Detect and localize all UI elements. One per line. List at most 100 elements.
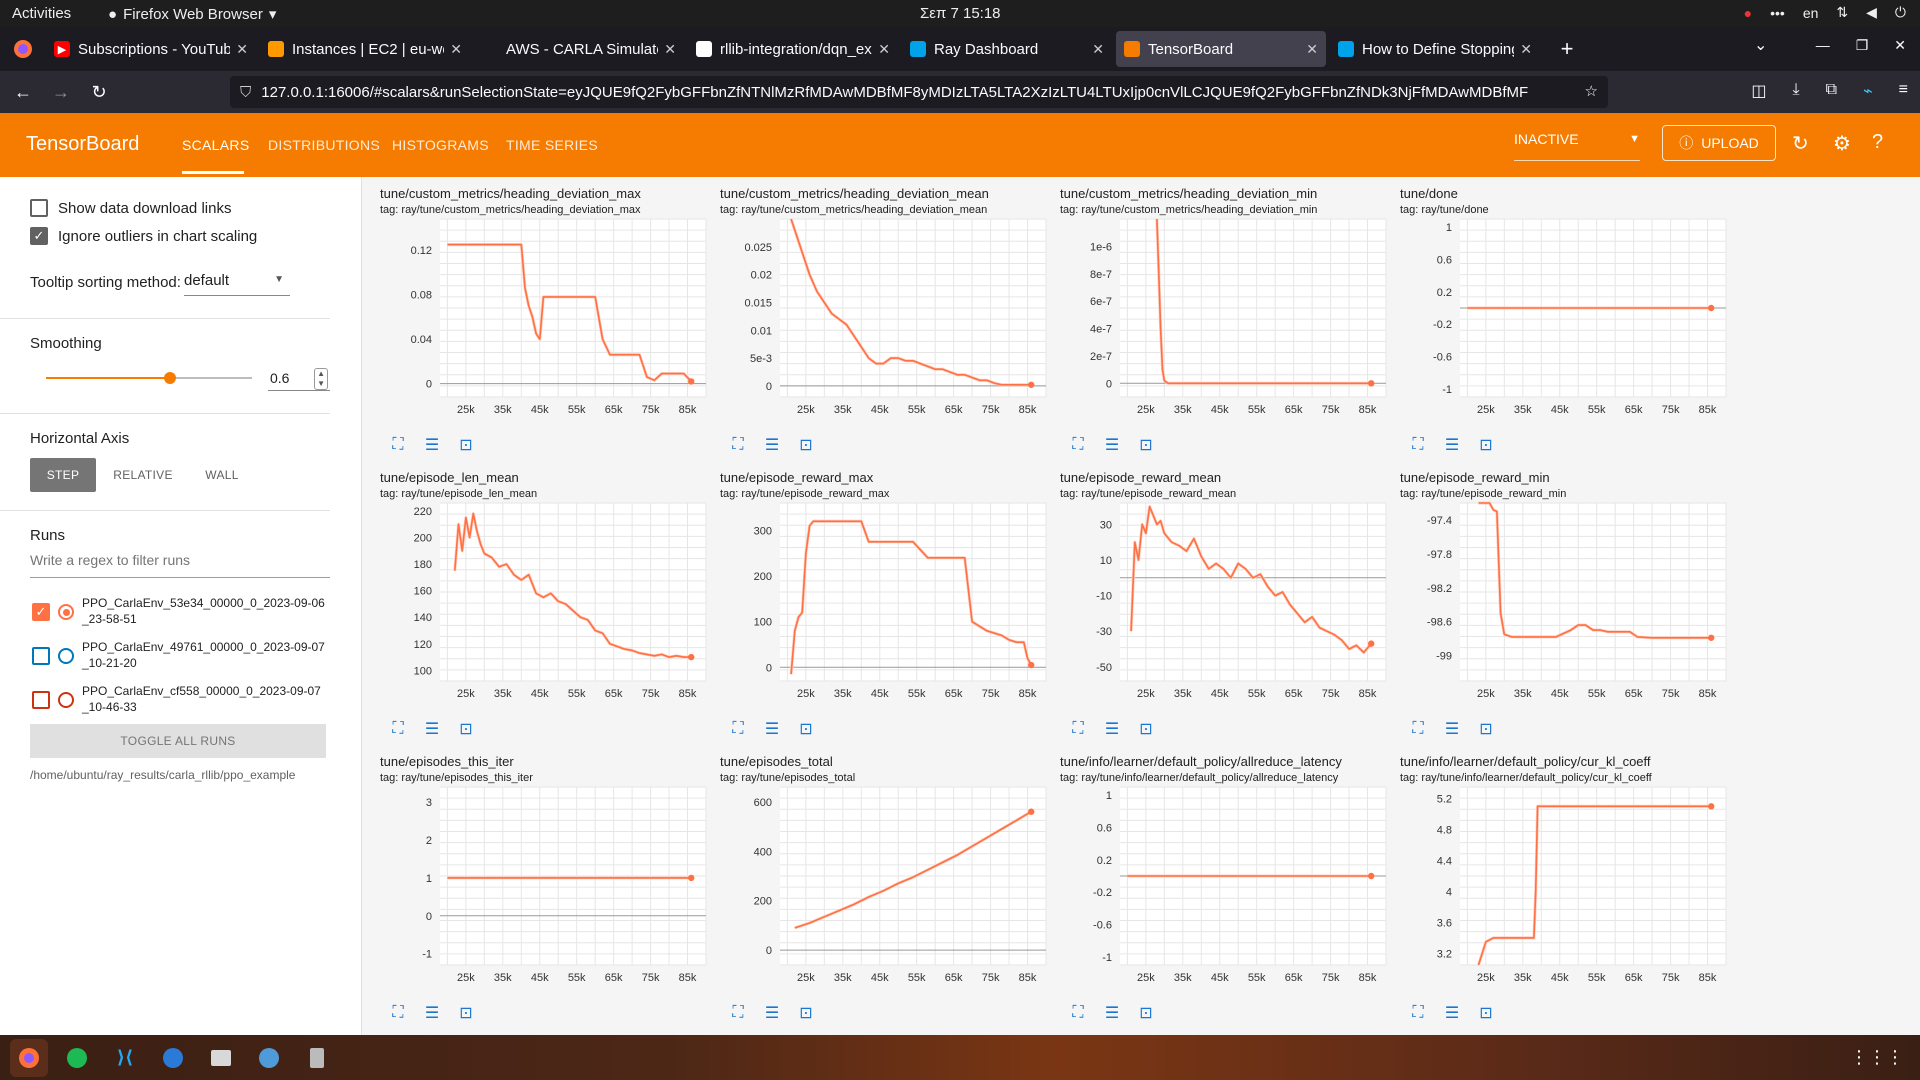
- chart-plot[interactable]: 300 200 100 0 25k 35k 45k 55k 65k 75k 85k: [720, 501, 1052, 715]
- chart-plot[interactable]: 600 400 200 0 25k 35k 45k 55k 65k 75k 85k: [720, 785, 1052, 999]
- maximize-icon[interactable]: ❐: [1855, 37, 1869, 53]
- spinner-icon[interactable]: ▲ ▼: [314, 368, 328, 390]
- chart-plot[interactable]: -97.4 -97.8 -98.2 -98.6 -99 25k 35k 45k 55k 65k 75…: [1400, 501, 1732, 715]
- vscode-dock-icon[interactable]: ⟩⟨: [116, 1047, 134, 1067]
- tab-close-icon[interactable]: ✕: [1092, 40, 1104, 57]
- haxis-relative-button[interactable]: RELATIVE: [113, 468, 173, 482]
- chart-plot[interactable]: 1 0.6 0.2 -0.2 -0.6 -1 25k 35k 45k 55k 65k 75k 85k: [1400, 217, 1732, 431]
- refresh-icon[interactable]: ↻: [1792, 133, 1809, 155]
- browser-tab[interactable]: TensorBoard ✕: [1116, 31, 1326, 67]
- run-filter-input[interactable]: Write a regex to filter runs: [30, 552, 330, 578]
- tab-histograms[interactable]: HISTOGRAMS: [392, 137, 489, 153]
- toggle-all-runs-button[interactable]: TOGGLE ALL RUNS: [30, 724, 326, 758]
- tab-scalars[interactable]: SCALARS: [182, 137, 250, 153]
- show-download-links-option[interactable]: Show data download links: [30, 199, 231, 217]
- fit-domain-icon[interactable]: ⊡: [459, 437, 473, 454]
- data-table-icon[interactable]: ☰: [1104, 1005, 1120, 1022]
- tab-close-icon[interactable]: ✕: [1306, 40, 1318, 57]
- firefox-logo-icon[interactable]: [0, 39, 46, 59]
- fullscreen-icon[interactable]: ⛶: [732, 720, 744, 737]
- fit-domain-icon[interactable]: ⊡: [799, 437, 813, 454]
- fullscreen-icon[interactable]: ⛶: [392, 720, 404, 737]
- chart-plot[interactable]: 1e-6 8e-7 6e-7 4e-7 2e-7 0 25k 35k 45k 55k 65k 75k 8…: [1060, 217, 1392, 431]
- fullscreen-icon[interactable]: ⛶: [1072, 720, 1084, 737]
- fit-domain-icon[interactable]: ⊡: [1479, 721, 1493, 738]
- fullscreen-icon[interactable]: ⛶: [1072, 1004, 1084, 1021]
- browser-tab[interactable]: ▶ Subscriptions - YouTube ✕: [46, 31, 256, 67]
- run-status-select[interactable]: INACTIVE ▼: [1514, 131, 1640, 161]
- extensions-icon[interactable]: ⧉: [1825, 81, 1838, 98]
- data-table-icon[interactable]: ☰: [424, 1005, 440, 1022]
- new-tab-button[interactable]: +: [1560, 36, 1574, 61]
- url-bar[interactable]: ⛉ 127.0.0.1:16006/#scalars&runSelectionS…: [230, 76, 1608, 108]
- browser-tab[interactable]: Instances | EC2 | eu-west ✕: [260, 31, 470, 67]
- haxis-step-button[interactable]: STEP: [30, 458, 96, 492]
- software-dock-icon[interactable]: [250, 1039, 288, 1077]
- fit-domain-icon[interactable]: ⊡: [799, 1005, 813, 1022]
- run-item[interactable]: PPO_CarlaEnv_cf558_00000_0_2023-09-07_10…: [32, 683, 326, 715]
- tab-close-icon[interactable]: ✕: [1520, 40, 1532, 57]
- show-download-links-checkbox[interactable]: [30, 199, 48, 217]
- tab-distributions[interactable]: DISTRIBUTIONS: [268, 137, 381, 153]
- smoothing-slider-thumb[interactable]: [163, 372, 176, 384]
- app-menu[interactable]: ● Firefox Web Browser ▾: [108, 5, 276, 24]
- chart-plot[interactable]: 3 2 1 0 -1 25k 35k 45k 55k 65k 75k 85k: [380, 785, 712, 999]
- fullscreen-icon[interactable]: ⛶: [392, 436, 404, 453]
- tooltip-sorting-select[interactable]: default ▼: [184, 272, 290, 296]
- bookmark-star-icon[interactable]: ☆: [1584, 83, 1598, 100]
- thunderbird-dock-icon[interactable]: [154, 1039, 192, 1077]
- close-window-icon[interactable]: ✕: [1894, 37, 1906, 53]
- haxis-wall-button[interactable]: WALL: [205, 468, 239, 482]
- fullscreen-icon[interactable]: ⛶: [1412, 1004, 1424, 1021]
- fullscreen-icon[interactable]: ⛶: [392, 1004, 404, 1021]
- data-table-icon[interactable]: ☰: [764, 1005, 780, 1022]
- chart-plot[interactable]: 30 10 -10 -30 -50 25k 35k 45k 55k 65k 75k 85k: [1060, 501, 1392, 715]
- data-table-icon[interactable]: ☰: [1104, 721, 1120, 738]
- fit-domain-icon[interactable]: ⊡: [1139, 437, 1153, 454]
- fullscreen-icon[interactable]: ⛶: [1412, 436, 1424, 453]
- tab-close-icon[interactable]: ✕: [236, 40, 248, 57]
- browser-tab[interactable]: How to Define Stopping C ✕: [1330, 31, 1540, 67]
- run-item[interactable]: ✓ PPO_CarlaEnv_53e34_00000_0_2023-09-06_2…: [32, 595, 326, 627]
- fit-domain-icon[interactable]: ⊡: [799, 721, 813, 738]
- pocket-icon[interactable]: ◫: [1751, 83, 1767, 100]
- data-table-icon[interactable]: ☰: [764, 437, 780, 454]
- reload-icon[interactable]: ↻: [91, 81, 107, 102]
- fit-domain-icon[interactable]: ⊡: [459, 721, 473, 738]
- chart-plot[interactable]: 0.025 0.02 0.015 0.01 5e-3 0 25k 35k 45k 55k 65k 75…: [720, 217, 1052, 431]
- menu-icon[interactable]: ≡: [1898, 81, 1908, 98]
- tab-close-icon[interactable]: ✕: [664, 40, 676, 57]
- chart-plot[interactable]: 1 0.6 0.2 -0.2 -0.6 -1 25k 35k 45k 55k 65k 75k 85k: [1060, 785, 1392, 999]
- fit-domain-icon[interactable]: ⊡: [1139, 721, 1153, 738]
- back-icon[interactable]: ←: [14, 81, 32, 102]
- clock[interactable]: Σεπ 7 15:18: [920, 5, 1001, 22]
- chart-plot[interactable]: 5.2 4.8 4.4 4 3.6 3.2 25k 35k 45k 55k 65k 75k 85k: [1400, 785, 1732, 999]
- data-table-icon[interactable]: ☰: [764, 721, 780, 738]
- run-color-radio[interactable]: [58, 604, 74, 620]
- forward-icon[interactable]: →: [52, 81, 70, 102]
- run-checkbox[interactable]: [32, 691, 50, 709]
- spotify-dock-icon[interactable]: [58, 1039, 96, 1077]
- run-item[interactable]: PPO_CarlaEnv_49761_00000_0_2023-09-07_10…: [32, 639, 326, 671]
- chart-plot[interactable]: 220 200 180 160 140 120 100 25k 35k 45k 55k 65k 75k 8…: [380, 501, 712, 715]
- downloads-icon[interactable]: ⤓: [1792, 81, 1800, 98]
- browser-tab[interactable]: Ray Dashboard ✕: [902, 31, 1112, 67]
- fullscreen-icon[interactable]: ⛶: [732, 436, 744, 453]
- fullscreen-icon[interactable]: ⛶: [732, 1004, 744, 1021]
- system-tray[interactable]: ● ••• en ⇅ ◀ ⏻: [1744, 4, 1906, 21]
- tab-close-icon[interactable]: ✕: [450, 40, 462, 57]
- run-checkbox[interactable]: ✓: [32, 603, 50, 621]
- show-apps-icon[interactable]: ⋮⋮⋮: [1850, 1047, 1904, 1067]
- fit-domain-icon[interactable]: ⊡: [1479, 437, 1493, 454]
- fullscreen-icon[interactable]: ⛶: [1072, 436, 1084, 453]
- firefox-dock-icon[interactable]: [10, 1038, 48, 1077]
- ignore-outliers-checkbox[interactable]: ✓: [30, 227, 48, 245]
- language-selector[interactable]: en: [1802, 4, 1819, 21]
- minimize-icon[interactable]: —: [1815, 37, 1830, 53]
- activities-button[interactable]: Activities: [12, 5, 72, 22]
- chart-plot[interactable]: 0.12 0.08 0.04 0 25k 35k 45k 55k 65k 75k 85k: [380, 217, 712, 431]
- data-table-icon[interactable]: ☰: [424, 721, 440, 738]
- help-icon[interactable]: ?: [1872, 131, 1884, 153]
- data-table-icon[interactable]: ☰: [424, 437, 440, 454]
- fit-domain-icon[interactable]: ⊡: [1139, 1005, 1153, 1022]
